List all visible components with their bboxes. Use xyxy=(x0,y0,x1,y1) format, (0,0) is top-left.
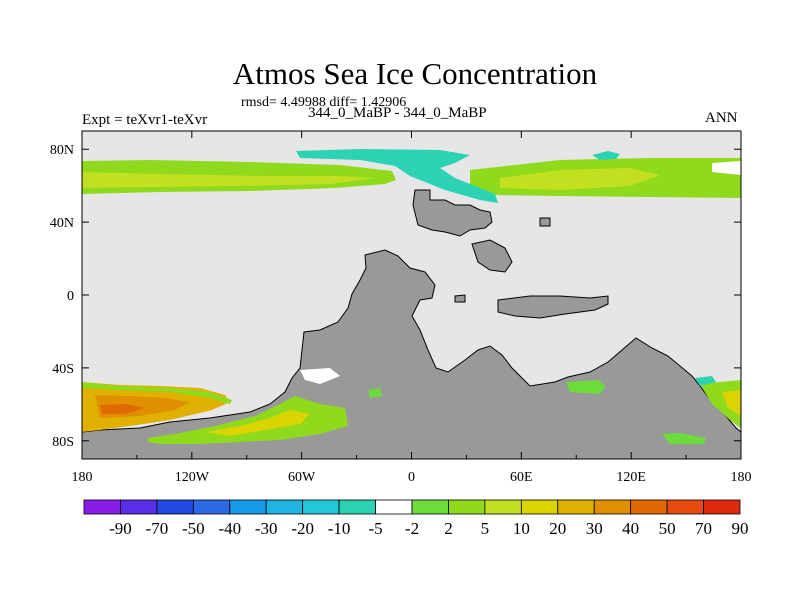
stats-text: rmsd= 4.49988 diff= 1.42906 xyxy=(241,95,407,110)
land-small-island xyxy=(454,294,466,303)
colorbar-swatch xyxy=(630,499,668,515)
colorbar-swatch xyxy=(557,499,595,515)
colorbar-swatch xyxy=(338,499,376,515)
anomaly-region-north-east-core xyxy=(500,168,660,190)
colorbar-label: -2 xyxy=(405,519,419,538)
expt-label: Expt = teXvr1-teXvr xyxy=(82,112,208,128)
colorbar-label: 20 xyxy=(549,519,566,538)
lat-tick-label: 80N xyxy=(50,143,74,158)
land-small-island-2 xyxy=(539,217,551,227)
colorbar-swatch xyxy=(375,499,413,515)
colorbar-label: 40 xyxy=(622,519,639,538)
lon-tick-label: 120W xyxy=(175,470,210,485)
colorbar-swatch xyxy=(703,499,741,515)
land-masses xyxy=(82,189,741,459)
anomaly-region-south-small xyxy=(368,388,382,398)
colorbar-label: -90 xyxy=(109,519,132,538)
lat-tick-label: 40N xyxy=(50,216,74,231)
lon-tick-label: 120E xyxy=(616,470,646,485)
colorbar-label: 5 xyxy=(481,519,490,538)
colorbar-swatch xyxy=(156,499,194,515)
lat-tick-label: 0 xyxy=(67,289,74,304)
axis-ticks: 180 120W 60W 0 60E 120E 180 80N 40N 0 40S 80S xyxy=(50,131,752,485)
colorbar-swatch xyxy=(302,499,340,515)
colorbar-swatch xyxy=(83,499,121,515)
colorbar-label: -40 xyxy=(218,519,241,538)
colorbar-label: 50 xyxy=(659,519,676,538)
colorbar-swatch xyxy=(520,499,559,515)
colorbar-label: -20 xyxy=(291,519,314,538)
anomaly-region-weddell xyxy=(148,396,348,444)
land-equatorial-strip xyxy=(497,295,609,319)
lon-tick-label: 180 xyxy=(731,470,752,485)
experiment-subtitle: 344_0_MaBP - 344_0_MaBP xyxy=(308,105,487,121)
anomaly-region-south-far-east xyxy=(662,433,706,444)
colorbar-swatch xyxy=(192,499,231,515)
anomaly-region-south-west-edge xyxy=(82,382,232,404)
colorbar-swatch xyxy=(593,499,632,515)
anomaly-region-weddell-core xyxy=(205,410,310,436)
anomaly-region-north-west-core xyxy=(82,172,375,188)
colorbar-swatch xyxy=(120,499,158,515)
land-northern-block xyxy=(412,189,493,237)
lat-tick-label: 80S xyxy=(52,435,74,450)
map-title: Atmos Sea Ice Concentration xyxy=(232,56,598,91)
anomaly-region-south-east-cyan xyxy=(695,376,716,386)
anomaly-region-east-white xyxy=(712,161,741,175)
anomaly-region-arctic-small xyxy=(592,151,620,160)
colorbar-swatch xyxy=(448,499,486,515)
colorbar-swatch xyxy=(411,499,449,515)
colorbar-label: 10 xyxy=(513,519,530,538)
colorbar-label: 30 xyxy=(586,519,603,538)
colorbar-label: -50 xyxy=(182,519,205,538)
colorbar-swatch xyxy=(484,499,522,515)
colorbar-swatch xyxy=(666,499,704,515)
map-plot-area: 180 120W 60W 0 60E 120E 180 80N 40N 0 40S 80S xyxy=(50,130,752,485)
anomaly-region-south-white xyxy=(300,368,340,384)
colorbar-swatch xyxy=(265,499,304,515)
lon-tick-label: 0 xyxy=(408,470,415,485)
colorbar-label: -5 xyxy=(368,519,382,538)
anomaly-region-south-east-core xyxy=(722,390,741,416)
lat-tick-label: 40S xyxy=(52,362,74,377)
colorbar: -90 -70 -50 -40 -30 -20 -10 -5 -2 2 5 10 20 30 40 50 70 9… xyxy=(83,499,749,538)
colorbar-swatch xyxy=(229,499,267,515)
colorbar-label: -30 xyxy=(255,519,278,538)
lon-tick-label: 180 xyxy=(72,470,93,485)
land-main-mass xyxy=(82,249,741,459)
colorbar-label: 70 xyxy=(695,519,712,538)
colorbar-label: -10 xyxy=(328,519,351,538)
colorbar-label: 2 xyxy=(444,519,453,538)
anomaly-region-south-mid xyxy=(566,380,606,394)
lon-tick-label: 60E xyxy=(510,470,533,485)
land-north-east-fragment xyxy=(471,239,513,273)
colorbar-label: -70 xyxy=(146,519,169,538)
anomaly-region-south-west-center xyxy=(100,404,145,414)
colorbar-label: 90 xyxy=(732,519,749,538)
season-label: ANN xyxy=(705,110,738,126)
anomaly-region-arctic-negative xyxy=(296,149,498,203)
lon-tick-label: 60W xyxy=(288,470,316,485)
